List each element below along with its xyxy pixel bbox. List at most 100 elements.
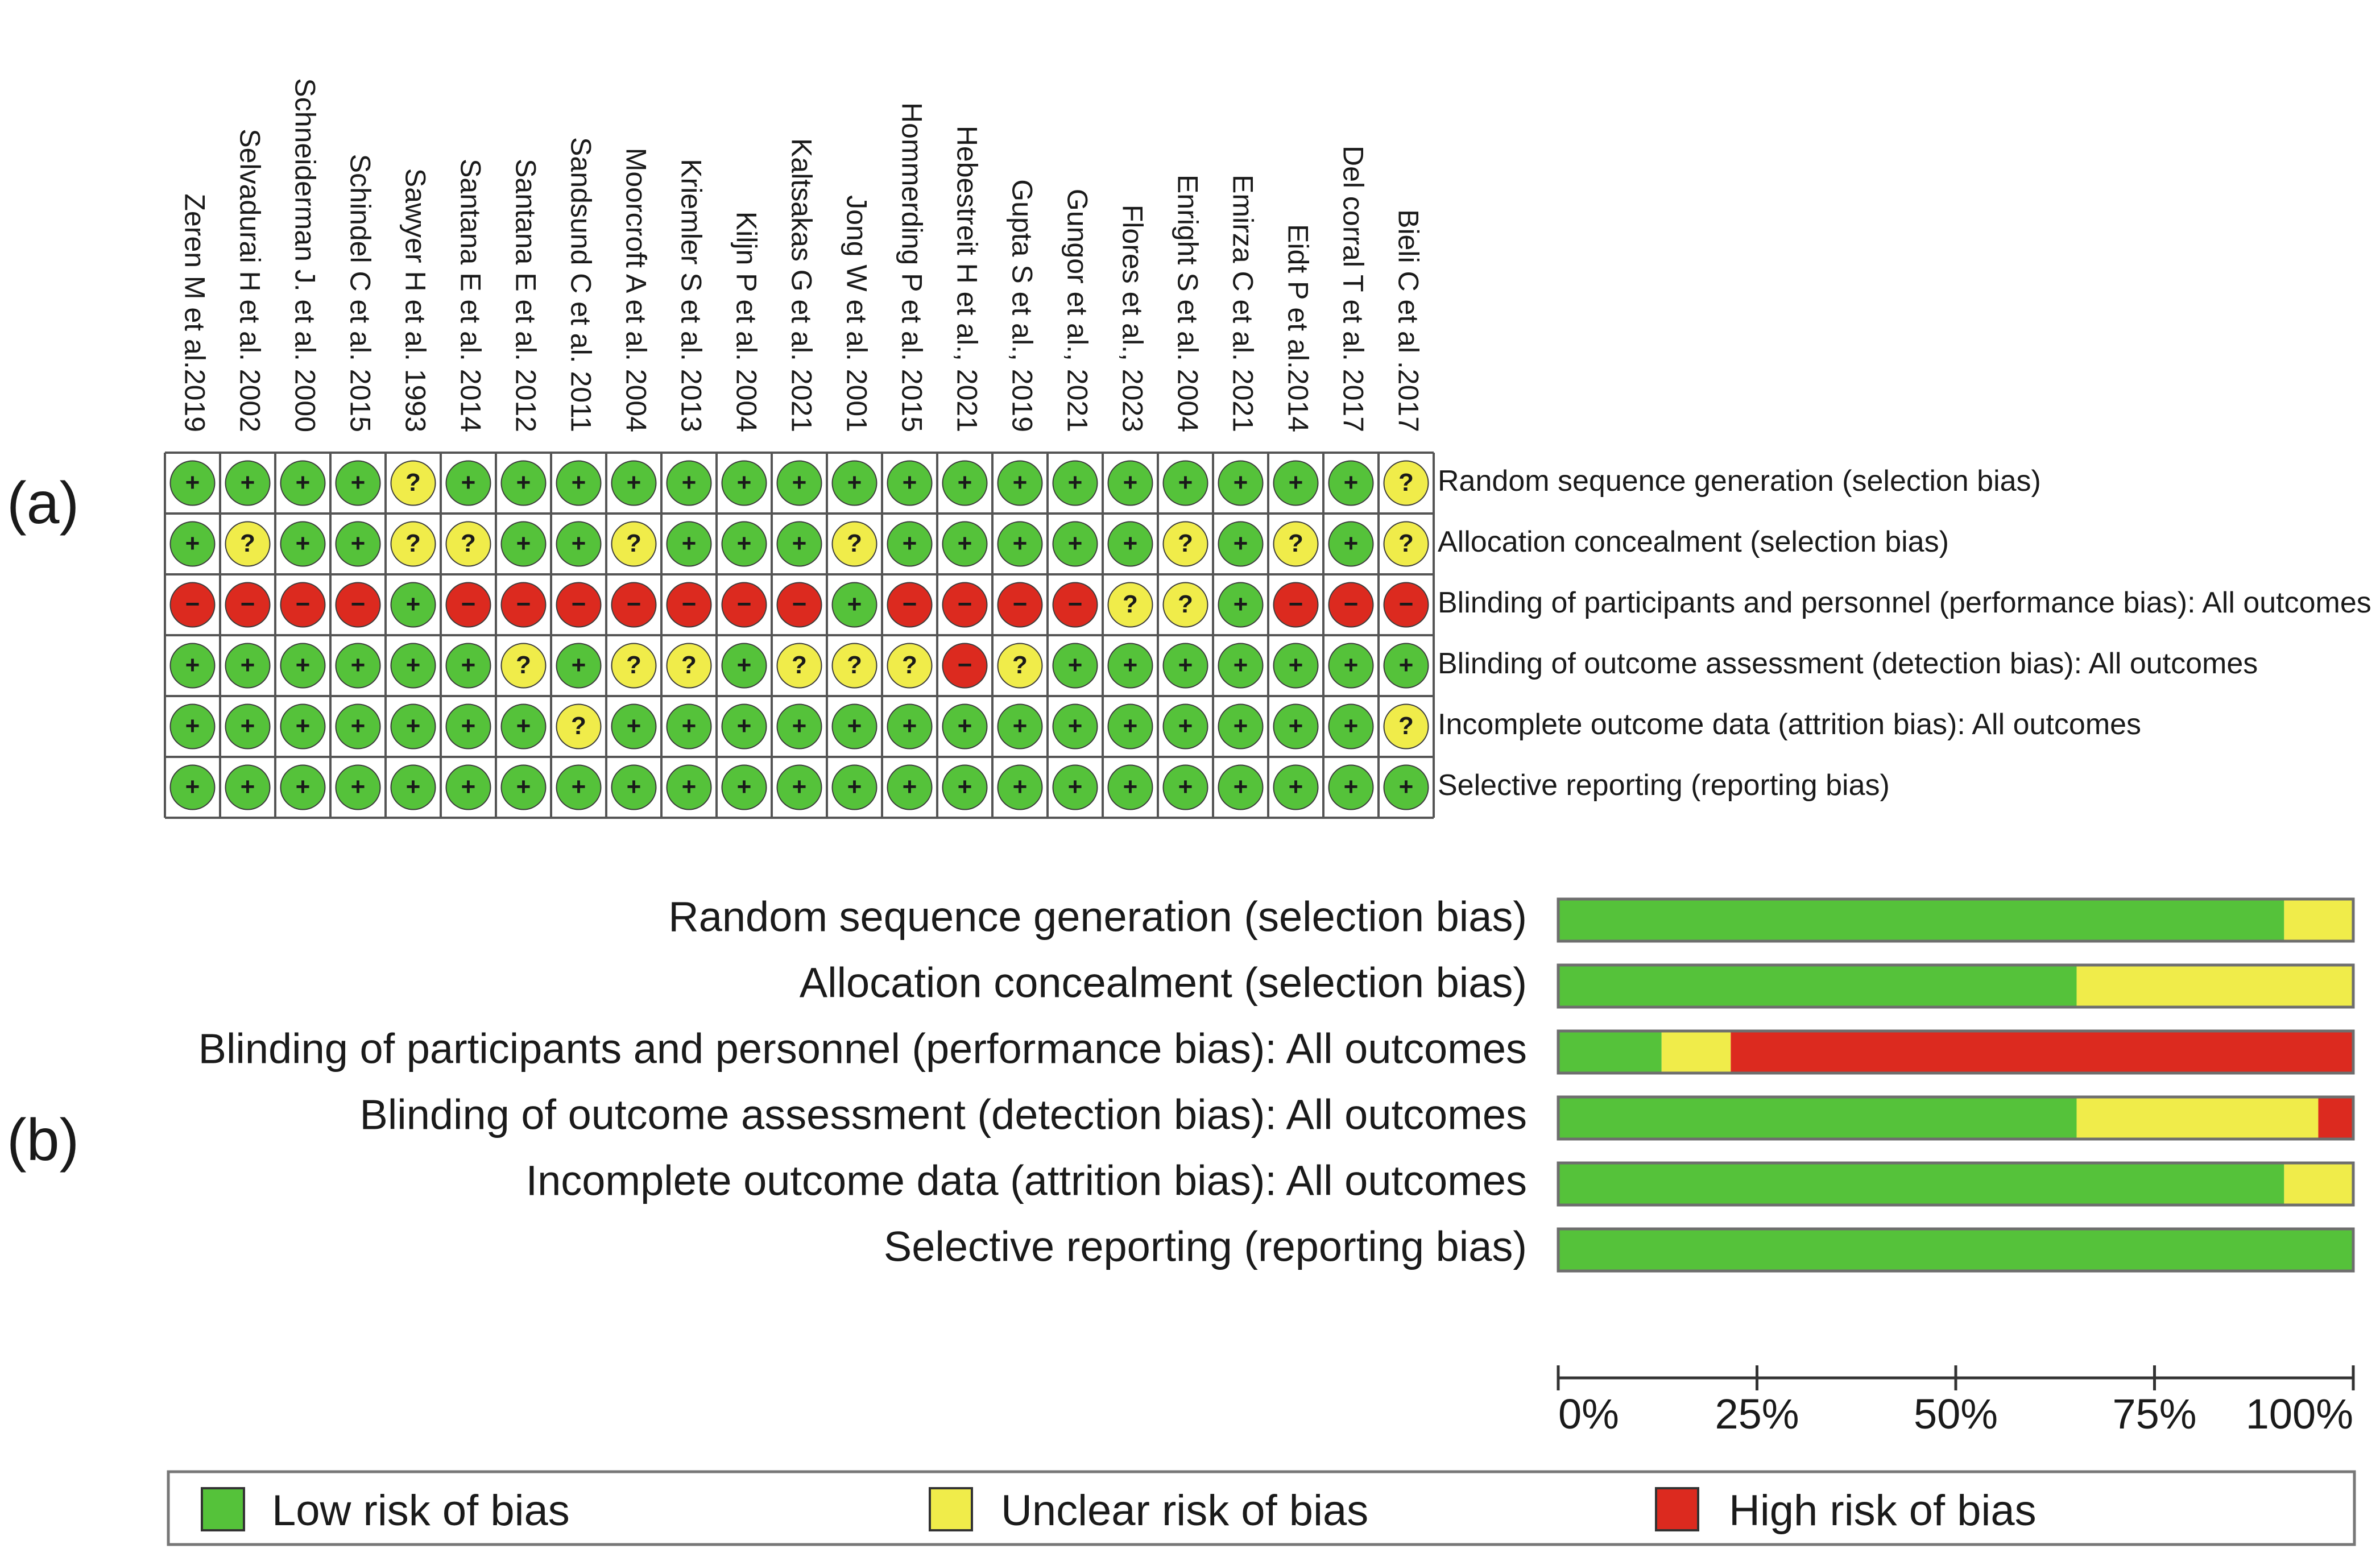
rating-low-circle — [390, 582, 436, 628]
rating-high-circle — [721, 582, 767, 628]
rating-low-symbol: + — [351, 773, 366, 801]
rating-cell: + — [500, 703, 547, 750]
rating-high-symbol: − — [351, 590, 366, 618]
rating-high-circle — [556, 582, 602, 628]
rating-high-circle — [776, 582, 822, 628]
rating-unclear-symbol: ? — [847, 651, 862, 679]
rating-cell: + — [445, 764, 491, 810]
rating-low-circle — [169, 703, 216, 750]
rating-cell: + — [887, 521, 933, 567]
rating-low-circle — [611, 703, 657, 750]
rating-cell: ? — [1273, 521, 1319, 567]
rating-low-symbol: + — [516, 773, 531, 801]
rating-cell: + — [997, 764, 1043, 810]
rating-cell: + — [335, 764, 381, 810]
rating-low-symbol: + — [1289, 712, 1303, 740]
rating-unclear-circle — [445, 521, 491, 567]
rating-cell: − — [942, 582, 988, 628]
study-label: Del corral T et al. 2017 — [1337, 146, 1369, 432]
rating-unclear-circle — [611, 521, 657, 567]
bar-segment-low — [1558, 899, 2284, 941]
rating-low-symbol: + — [1068, 469, 1083, 496]
rating-low-symbol: + — [1234, 712, 1248, 740]
rating-high-circle — [169, 582, 216, 628]
rating-low-symbol: + — [1234, 469, 1248, 496]
rating-cell: + — [1107, 460, 1153, 506]
rating-low-symbol: + — [185, 469, 200, 496]
rating-cell: + — [1218, 764, 1264, 810]
rating-low-circle — [1273, 643, 1319, 689]
rating-low-circle — [887, 521, 933, 567]
rating-low-symbol: + — [847, 469, 862, 496]
study-label: Santana E et al. 2012 — [510, 159, 541, 432]
x-tick-label: 100% — [2246, 1390, 2353, 1438]
rating-low-circle — [390, 764, 436, 810]
rating-cell: + — [500, 521, 547, 567]
study-label: Gupta S et al., 2019 — [1006, 179, 1038, 432]
summary-domain-label: Blinding of participants and personnel (… — [1438, 586, 2371, 619]
rating-high-symbol: − — [792, 590, 807, 618]
rating-low-symbol: + — [406, 651, 421, 679]
rating-high-symbol: − — [1289, 590, 1303, 618]
rating-low-symbol: + — [185, 651, 200, 679]
rating-low-symbol: + — [1399, 773, 1414, 801]
bar-outline — [1557, 1029, 2355, 1075]
bar-segment-low — [1558, 1097, 2077, 1139]
rating-cell: + — [500, 460, 547, 506]
rating-cell: + — [1328, 703, 1374, 750]
rating-cell: + — [280, 703, 326, 750]
rating-cell: ? — [611, 643, 657, 689]
rating-unclear-circle — [1273, 521, 1319, 567]
rating-unclear-symbol: ? — [1012, 651, 1028, 679]
rating-unclear-symbol: ? — [681, 651, 697, 679]
rating-unclear-symbol: ? — [902, 651, 917, 679]
summary-domain-label: Selective reporting (reporting bias) — [1438, 769, 1890, 802]
rating-low-symbol: + — [792, 712, 807, 740]
rating-cell: + — [666, 764, 712, 810]
rating-cell: + — [335, 643, 381, 689]
rating-low-circle — [280, 643, 326, 689]
rating-cell: ? — [556, 703, 602, 750]
graph-domain-label: Random sequence generation (selection bi… — [668, 893, 1527, 941]
rating-low-symbol: + — [903, 469, 917, 496]
rating-high-circle — [611, 582, 657, 628]
rating-low-circle — [445, 703, 491, 750]
rating-cell: + — [1273, 764, 1319, 810]
rating-low-symbol: + — [1178, 651, 1193, 679]
rating-low-symbol: + — [847, 590, 862, 618]
rating-cell: + — [1107, 643, 1153, 689]
study-label: Kiljn P et al. 2004 — [730, 212, 762, 432]
rating-low-circle — [1162, 460, 1208, 506]
rating-low-symbol: + — [241, 469, 255, 496]
rating-low-circle — [1218, 460, 1264, 506]
bar-segment-low — [1558, 1163, 2284, 1205]
rating-low-circle — [1218, 643, 1264, 689]
rating-low-symbol: + — [461, 712, 476, 740]
study-label: Flores et al., 2023 — [1116, 205, 1148, 432]
rating-cell: + — [445, 460, 491, 506]
rating-low-circle — [280, 521, 326, 567]
rating-low-circle — [225, 460, 271, 506]
rating-unclear-circle — [1383, 460, 1429, 506]
rating-cell: + — [1328, 460, 1374, 506]
rating-low-circle — [831, 582, 878, 628]
rating-low-symbol: + — [461, 469, 476, 496]
rating-low-circle — [1052, 764, 1098, 810]
rating-cell: − — [666, 582, 712, 628]
rating-cell: + — [721, 460, 767, 506]
rating-low-circle — [500, 460, 547, 506]
study-labels: Zeren M et al.2019 Selvadurai H et al. 20… — [179, 78, 1424, 432]
rating-cell: − — [500, 582, 547, 628]
risk-bars — [1557, 897, 2355, 1273]
legend-label-unclear: Unclear risk of bias — [1001, 1487, 1368, 1535]
rating-low-circle — [831, 460, 878, 506]
legend: Low risk of bias Unclear risk of bias Hi… — [167, 1470, 2356, 1546]
rating-low-circle — [500, 703, 547, 750]
rating-cell: + — [1107, 764, 1153, 810]
rating-cell: + — [721, 703, 767, 750]
rating-low-circle — [1162, 703, 1208, 750]
rating-low-circle — [666, 521, 712, 567]
rating-cell: + — [390, 764, 436, 810]
stacked-bar — [1557, 1161, 2355, 1207]
rating-cell: + — [942, 703, 988, 750]
